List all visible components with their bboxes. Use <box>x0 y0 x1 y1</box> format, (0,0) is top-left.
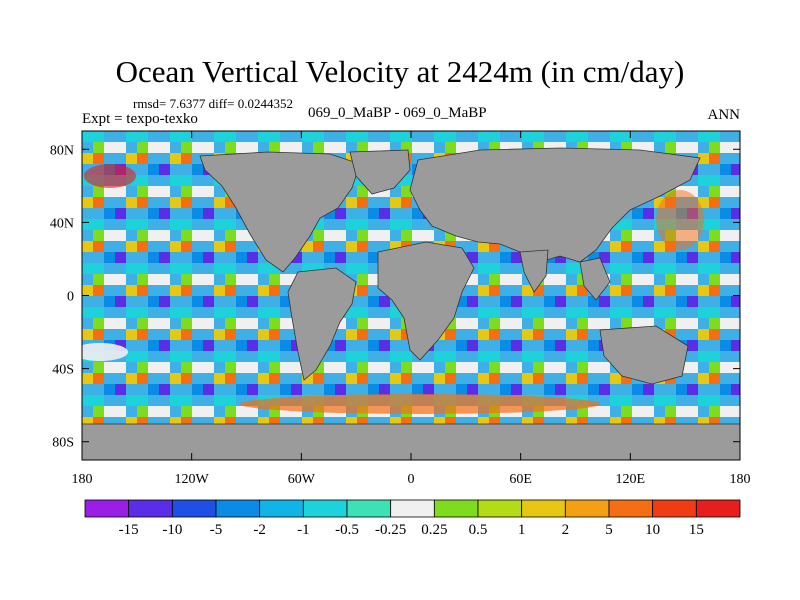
colorbar-swatch <box>652 499 697 518</box>
colorbar-swatch <box>433 499 479 518</box>
experiment-label: Expt = texpo-texko <box>82 111 198 127</box>
colorbar-swatch <box>171 499 217 518</box>
colorbar-label: -15 <box>119 522 139 538</box>
y-tick-label: 80N <box>50 143 74 158</box>
map-field <box>82 131 740 460</box>
colorbar-swatch <box>128 499 173 518</box>
land-antarctica <box>82 423 740 460</box>
land-greenland <box>349 149 411 195</box>
colorbar-label: 1 <box>518 522 526 538</box>
chart-title: Ocean Vertical Velocity at 2424m (in cm/… <box>115 54 685 89</box>
colorbar-label: 0.25 <box>421 522 447 538</box>
colorbar-label: 15 <box>689 522 704 538</box>
y-tick-label: 40N <box>50 216 74 231</box>
x-tick-label: 60E <box>509 472 532 487</box>
colorbar-swatch <box>695 499 741 518</box>
land-africa <box>377 241 475 361</box>
colorbar-label: -10 <box>162 522 182 538</box>
land-southeast-asia <box>579 257 611 301</box>
field-accents <box>82 164 704 414</box>
colorbar-swatch <box>84 499 130 518</box>
x-tick-label: 120W <box>175 472 210 487</box>
colorbar-label: 0.5 <box>469 522 488 538</box>
y-tick-label: 40S <box>52 363 74 378</box>
land-india <box>519 249 549 293</box>
x-tick-label: 60W <box>288 472 316 487</box>
colorbar-label: -2 <box>253 522 266 538</box>
x-tick-label: 180 <box>72 472 93 487</box>
colorbar-label: -5 <box>210 522 223 538</box>
anomaly-southern-ocean <box>240 394 600 414</box>
x-axis: 180 120W 60W 0 60E 120E 180 <box>72 131 751 487</box>
x-tick-label: 0 <box>408 472 415 487</box>
colorbar-swatch <box>608 499 654 518</box>
colorbar-label: -1 <box>297 522 310 538</box>
land-south-america <box>287 267 357 381</box>
colorbar-label: 10 <box>645 522 660 538</box>
colorbar-swatch <box>259 499 304 518</box>
colorbar-label: 2 <box>562 522 570 538</box>
x-tick-label: 120E <box>616 472 646 487</box>
colorbar-swatch <box>390 499 435 518</box>
case-label: 069_0_MaBP - 069_0_MaBP <box>308 105 487 121</box>
anomaly-west-pacific <box>656 190 704 250</box>
colorbar-label: -0.5 <box>335 522 359 538</box>
colorbar-swatch <box>215 499 261 518</box>
colorbar-label: -0.25 <box>375 522 406 538</box>
stats-line: rmsd= 7.6377 diff= 0.0244352 <box>133 96 293 111</box>
land-north-america <box>199 151 361 273</box>
colorbar-swatch <box>564 499 610 518</box>
land-masses <box>82 147 740 460</box>
y-tick-label: 80S <box>52 436 74 451</box>
colorbar-swatch <box>302 499 348 518</box>
x-tick-label: 180 <box>730 472 751 487</box>
land-australia <box>599 325 689 385</box>
colorbar-swatch <box>521 499 566 518</box>
y-tick-label: 0 <box>67 290 74 305</box>
y-axis: 80N 40N 0 40S 80S <box>50 143 740 451</box>
season-label: ANN <box>707 107 741 123</box>
colorbar: -15 -10 -5 -2 -1 -0.5 -0.25 0.25 0.5 1 2 5 10 15 <box>84 499 741 538</box>
anomaly-north-pacific <box>84 164 136 188</box>
colorbar-label: 5 <box>605 522 613 538</box>
anomaly-south-pacific <box>82 343 128 361</box>
colorbar-swatch <box>346 499 392 518</box>
colorbar-swatch <box>477 499 523 518</box>
